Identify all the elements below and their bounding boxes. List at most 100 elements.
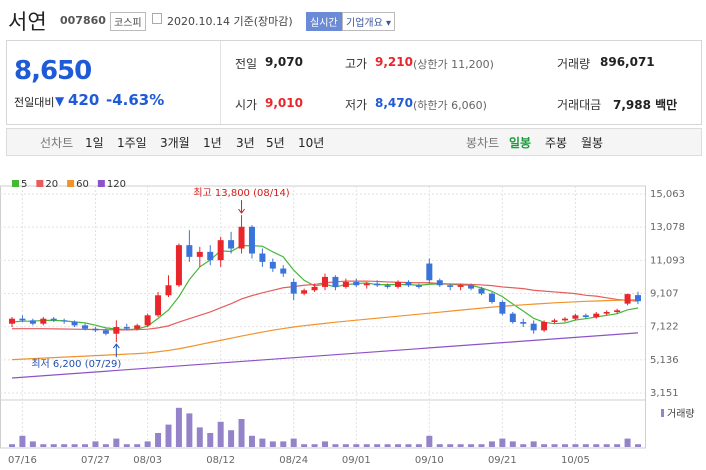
candle-body [447,285,454,287]
candle-body [332,276,339,287]
volume-bar [61,444,68,447]
stat-label: 전일 [235,57,258,71]
tab[interactable]: 3년 [236,136,255,150]
tab[interactable]: 주봉 [545,136,568,150]
candle-body [155,295,162,316]
tab[interactable]: 월봉 [581,136,604,150]
candle-body [436,280,443,286]
volume-bar [102,444,109,447]
x-tick-label: 07/16 [8,455,37,466]
candle-body [196,251,203,257]
price-box [6,40,702,125]
volume-bar [9,444,15,447]
tab[interactable]: 일봉 [509,136,532,150]
volume-bar [186,413,193,447]
candle-body [415,285,422,287]
tab[interactable]: 1년 [203,136,222,150]
volume-bar [457,444,464,447]
volume-bar [405,444,412,447]
candle-body [509,313,516,323]
volume-bar [624,438,631,447]
tab-bar [6,128,702,156]
volume-swatch [661,409,664,417]
candle-body [134,325,141,329]
volume-bar [155,433,162,447]
volume-bar [384,444,391,447]
candle-body [478,288,485,294]
candle-body [342,281,349,287]
volume-bar [113,438,120,447]
stat-value: 8,470 [375,96,413,110]
change-label: 전일대비 [14,96,55,109]
candle-body [551,320,558,323]
y-tick-label: 7,122 [650,322,679,333]
change: 420 [68,91,100,109]
candle-body [248,226,255,254]
volume-bar [363,444,370,447]
volume-bar [530,441,537,447]
legend-swatch [36,180,44,187]
candle-body [19,318,26,321]
volume-bar [614,444,621,447]
volume-bar [603,444,610,447]
volume-bar [82,444,89,447]
legend-swatch [97,180,105,187]
volume-bar [290,438,297,447]
volume-bar [40,444,47,447]
stat-note: (상한가 11,200) [413,58,494,71]
volume-bar [509,441,516,447]
volume-bar [228,430,235,447]
volume-bar [144,441,151,447]
tab-label: 봉차트 [466,136,500,150]
x-tick-label: 09/10 [415,455,444,466]
stat-value: 7,988 백만 [613,98,678,112]
candle-body [92,328,99,331]
x-tick-label: 10/05 [561,455,590,466]
candle-body [363,283,370,286]
x-tick-label: 09/21 [488,455,517,466]
max-arrow [238,200,245,214]
candle-body [635,295,641,302]
volume-bar [301,444,308,447]
stat-value: 896,071 [600,55,655,69]
candle-body [572,315,579,319]
candle-body [374,283,381,286]
candle-body [82,325,89,329]
volume-label: 거래량 [667,408,695,420]
candle-body [29,320,36,324]
calendar-icon [152,13,162,24]
tab[interactable]: 3개월 [160,136,190,150]
stat-label: 거래대금 [557,98,602,112]
volume-bar [551,444,558,447]
candle-body [102,330,109,334]
tab[interactable]: 1주일 [117,136,147,150]
min-annotation: 최저 6,200 (07/29) [31,358,121,370]
candle-body [457,285,464,287]
volume-bar [572,444,579,447]
tab[interactable]: 5년 [266,136,285,150]
legend-label: 120 [107,179,126,190]
stat-note: (하한가 6,060) [413,99,487,112]
volume-bar [499,438,506,447]
tab[interactable]: 10년 [298,136,325,150]
volume-bar [311,444,318,447]
max-annotation: 최고 13,800 (08/14) [193,187,289,199]
realtime-button[interactable]: 실시간 [306,12,342,31]
x-tick-label: 08/24 [279,455,308,466]
volume-bar [426,435,433,447]
plot-frame [0,185,646,449]
volume-bar [207,433,214,447]
candle-body [322,276,328,287]
tab[interactable]: 1일 [85,136,104,150]
candle-body [384,285,391,287]
candle-body [614,310,621,312]
candle-body [468,285,475,289]
volume-bar [436,444,443,447]
volume-bar [50,444,57,447]
company-info-button[interactable]: 기업개요 ▾ [342,12,396,31]
y-tick-label: 15,063 [650,189,685,200]
volume-bar [593,444,600,447]
candle-body [71,322,78,326]
volume-bar [478,444,485,447]
volume-bar [342,444,349,447]
